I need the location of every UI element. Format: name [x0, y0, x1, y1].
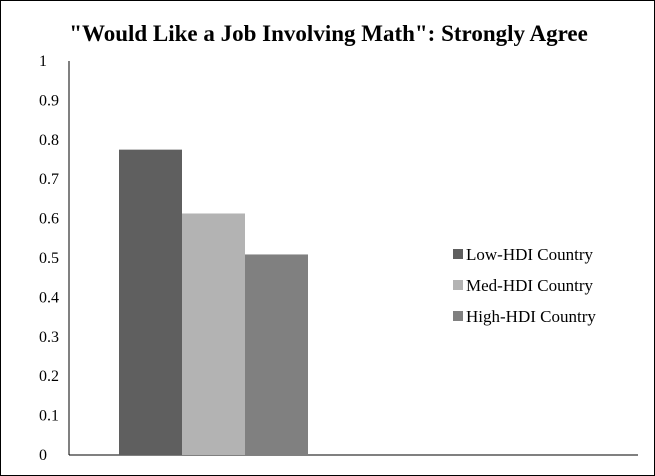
- y-tick-label: 0.8: [39, 132, 59, 149]
- y-tick-label: 1: [39, 53, 47, 70]
- y-tick-label: 0.7: [39, 171, 59, 188]
- y-tick-label: 0.9: [39, 92, 59, 109]
- y-tick-label: 0.4: [39, 289, 59, 306]
- chart-title: "Would Like a Job Involving Math": Stron…: [69, 21, 588, 46]
- legend: Low-HDI Country Med-HDI Country High-HDI C…: [453, 245, 596, 326]
- bars: [119, 149, 308, 455]
- bar-high-hdi-country: [245, 254, 308, 455]
- y-tick-labels: 0 0.1 0.2 0.3 0.4 0.5 0.6 0.7 0.8 0.9 1: [39, 53, 59, 464]
- bar-med-hdi-country: [182, 213, 245, 455]
- legend-swatch: [453, 311, 463, 321]
- y-tick-label: 0.3: [39, 329, 59, 346]
- bar-low-hdi-country: [119, 149, 182, 455]
- legend-label: Low-HDI Country: [466, 245, 594, 264]
- legend-label: High-HDI Country: [466, 307, 596, 326]
- y-tick-label: 0.5: [39, 250, 59, 267]
- y-tick-label: 0.1: [39, 408, 59, 425]
- y-tick-label: 0.2: [39, 368, 59, 385]
- y-tick-label: 0.6: [39, 211, 59, 228]
- legend-label: Med-HDI Country: [466, 276, 594, 295]
- legend-swatch: [453, 249, 463, 259]
- legend-swatch: [453, 280, 463, 290]
- y-tick-label: 0: [39, 447, 47, 464]
